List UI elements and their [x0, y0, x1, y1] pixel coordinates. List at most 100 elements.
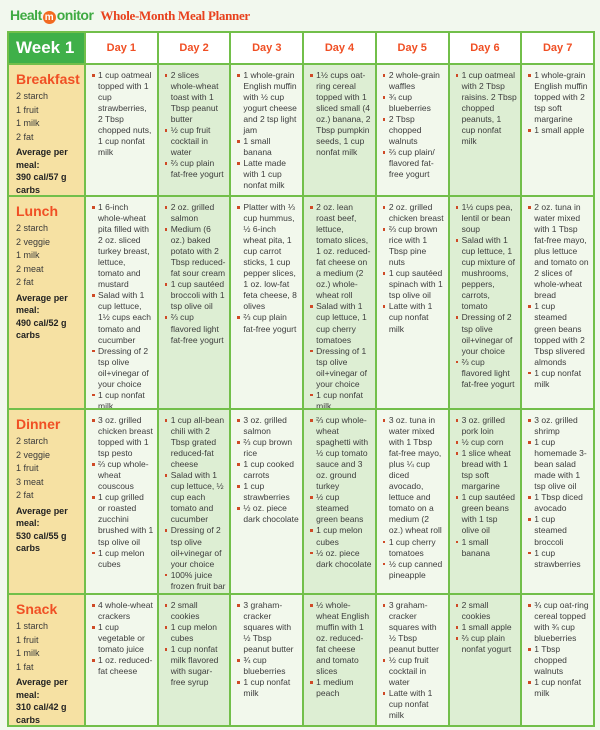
exchange-line: 1 milk [16, 118, 40, 128]
meal-item: 2 small cookies [164, 600, 227, 622]
meal-item: ⅔ cup whole-wheat spaghetti with ½ cup t… [309, 415, 372, 492]
exchange-line: 2 starch [16, 436, 49, 446]
meal-cell-dinner-day2: 1 cup all-bean chili with 2 Tbsp grated … [158, 410, 230, 593]
meal-item: ½ whole-wheat English muffin with 1 oz. … [309, 600, 372, 677]
meal-item: Latte with 1 cup nonfat milk [382, 301, 445, 334]
meal-item: Medium (6 oz.) baked potato with 2 Tbsp … [164, 224, 227, 279]
meal-label-lunch: Lunch 2 starch 2 veggie 1 milk 2 meat 2 fat Av… [9, 197, 84, 408]
week-label: Week 1 [9, 33, 84, 63]
exchange-line: 1 milk [16, 648, 40, 658]
exchange-line: 1 fruit [16, 634, 39, 645]
meal-item: 1 cup vegetable or tomato juice [91, 622, 154, 655]
meal-item-list: 3 graham-cracker squares with ½ Tbsp pea… [382, 600, 445, 722]
meal-cell-dinner-day5: 3 oz. tuna in water mixed with 1 Tbsp fa… [376, 410, 448, 593]
meal-item: 1 cup steamed broccoli [527, 514, 590, 547]
meal-name-breakfast: Breakfast [16, 71, 80, 87]
meal-item: ⅔ cup plain nonfat yogurt [455, 633, 518, 655]
meal-label-dinner: Dinner 2 starch 2 veggie 1 fruit 3 meat 2 fat… [9, 410, 84, 593]
average-per-meal-label: Average per meal: [16, 147, 68, 170]
meal-item: ⅔ cup brown rice [236, 437, 299, 459]
meal-item-list: 4 whole-wheat crackers 1 cup vegetable or… [91, 600, 154, 677]
meal-cell-breakfast-day2: 2 slices whole-wheat toast with 1 Tbsp p… [158, 65, 230, 195]
meal-item-list: 3 oz. tuna in water mixed with 1 Tbsp fa… [382, 415, 445, 581]
meal-cell-breakfast-day3: 1 whole-grain English muffin with ½ cup … [231, 65, 303, 195]
meal-item-list: 2 whole-grain waffles ¾ cup blueberries 2 … [382, 70, 445, 180]
meal-item: ½ cup fruit cocktail in water [164, 125, 227, 158]
meal-item-list: 3 oz. grilled pork loin ½ cup corn 1 slice… [455, 415, 518, 559]
average-per-meal-label: Average per meal: [16, 677, 68, 700]
exchange-line: 1 fat [16, 661, 34, 672]
meal-item: 2 oz. grilled chicken breast [382, 202, 445, 224]
meal-item-list: 2 small cookies 1 small apple ⅔ cup plain … [455, 600, 518, 655]
meal-item: 1 cup nonfat milk [91, 390, 154, 408]
meal-item: 3 graham-cracker squares with ½ Tbsp pea… [382, 600, 445, 655]
meal-item: 1½ cups oat-ring cereal topped with 1 sl… [309, 70, 372, 158]
meal-name-snack: Snack [16, 601, 58, 617]
exchange-line: 2 starch [16, 223, 49, 233]
meal-item: 3 oz. grilled pork loin [455, 415, 518, 437]
meal-item: ⅔ cup flavored light fat-free yogurt [455, 357, 518, 390]
meal-item: 3 oz. grilled shrimp [527, 415, 590, 437]
meal-item-list: 3 oz. grilled salmon ⅔ cup brown rice 1 cu… [236, 415, 299, 525]
meal-label-breakfast: Breakfast 2 starch 1 fruit 1 milk 2 fat Avera… [9, 65, 84, 195]
document-title: Whole-Month Meal Planner [100, 8, 250, 23]
meal-item: Dressing of 1 tsp olive oil+vinegar of y… [309, 346, 372, 390]
meal-item: ⅔ cup plain fat-free yogurt [236, 312, 299, 334]
meal-item: 1 cup grilled or roasted zucchini brushe… [91, 492, 154, 547]
meal-item: 1 cup sautéed spinach with 1 tsp olive o… [382, 268, 445, 301]
meal-item: 1 cup strawberries [236, 481, 299, 503]
meal-cell-lunch-day7: 2 oz. tuna in water mixed with 1 Tbsp fa… [522, 197, 593, 408]
meal-item-list: 3 oz. grilled shrimp 1 cup homemade 3-bea… [527, 415, 590, 570]
meal-item: 3 oz. grilled salmon [236, 415, 299, 437]
exchange-line: 1 fruit [16, 104, 39, 115]
meal-item-list: 1 whole-grain English muffin with ½ cup … [236, 70, 299, 192]
meal-item-list: 1 cup oatmeal topped with 1 cup strawber… [91, 70, 154, 158]
meal-item: 3 oz. grilled chicken breast topped with… [91, 415, 154, 459]
meal-item: 1 cup sautéed broccoli with 1 tsp olive … [164, 279, 227, 312]
meal-item-list: 2 oz. lean roast beef, lettuce, tomato s… [309, 202, 372, 408]
meal-item-list: 1 6-inch whole-wheat pita filled with 2 … [91, 202, 154, 408]
meal-item-list: 1½ cups oat-ring cereal topped with 1 sl… [309, 70, 372, 158]
meal-item: 1 cup strawberries [527, 548, 590, 570]
meal-cell-breakfast-day7: 1 whole-grain English muffin topped with… [522, 65, 593, 195]
meal-item: ⅔ cup plain fat-free yogurt [164, 158, 227, 180]
meal-cell-snack-day1: 4 whole-wheat crackers 1 cup vegetable or… [86, 595, 157, 725]
meal-item: ⅔ cup plain/ flavored fat-free yogurt [382, 147, 445, 180]
meal-item: Platter with ⅓ cup hummus, ½ 6-inch whea… [236, 202, 299, 312]
meal-item: Salad with 1 cup lettuce, 1½ cups each t… [91, 290, 154, 345]
day-header-2: Day 2 [158, 33, 230, 63]
meal-item: ⅔ cup whole-wheat couscous [91, 459, 154, 492]
meal-item: 1 cup nonfat milk [527, 368, 590, 390]
exchange-line: 3 meat [16, 476, 44, 487]
meal-item: 2 oz. lean roast beef, lettuce, tomato s… [309, 202, 372, 301]
meal-item: 1 cup cooked carrots [236, 459, 299, 481]
meal-item: 1 6-inch whole-wheat pita filled with 2 … [91, 202, 154, 290]
logo-text-right: onitor [56, 7, 94, 23]
meal-item: ½ oz. piece dark chocolate [309, 548, 372, 570]
meal-cell-dinner-day4: ⅔ cup whole-wheat spaghetti with ½ cup t… [304, 410, 375, 593]
average-per-meal-label: Average per meal: [16, 292, 68, 316]
meal-item: 3 oz. tuna in water mixed with 1 Tbsp fa… [382, 415, 445, 537]
meal-item: 1 Tbsp diced avocado [527, 492, 590, 514]
meal-cell-breakfast-day5: 2 whole-grain waffles ¾ cup blueberries 2 … [376, 65, 448, 195]
meal-item: 1 cup all-bean chili with 2 Tbsp grated … [164, 415, 227, 470]
meal-item: 1 Tbsp chopped walnuts [527, 644, 590, 677]
exchange-line: 1 fruit [16, 463, 39, 473]
meal-item: ½ cup steamed green beans [309, 492, 372, 525]
meal-item: 2 oz. grilled salmon [164, 202, 227, 224]
meal-cell-dinner-day3: 3 oz. grilled salmon ⅔ cup brown rice 1 cu… [231, 410, 303, 593]
meal-cell-lunch-day4: 2 oz. lean roast beef, lettuce, tomato s… [304, 197, 375, 408]
meal-item: 4 whole-wheat crackers [91, 600, 154, 622]
meal-cell-dinner-day6: 3 oz. grilled pork loin ½ cup corn 1 slice… [449, 410, 521, 593]
meal-item-list: Platter with ⅓ cup hummus, ½ 6-inch whea… [236, 202, 299, 335]
average-per-meal-value: 530 cal/55 g carbs [16, 530, 67, 554]
meal-name-dinner: Dinner [16, 416, 61, 432]
meal-item: 2 slices whole-wheat toast with 1 Tbsp p… [164, 70, 227, 125]
exchange-line: 1 starch [16, 621, 49, 631]
meal-cell-lunch-day5: 2 oz. grilled chicken breast ⅔ cup brown … [376, 197, 448, 408]
meal-cell-lunch-day2: 2 oz. grilled salmon Medium (6 oz.) baked… [158, 197, 230, 408]
meal-item: Latte with 1 cup nonfat milk [382, 688, 445, 721]
meal-item: Salad with 1 cup lettuce, ½ cup each tom… [164, 470, 227, 525]
meal-item: 1 small banana [455, 537, 518, 559]
exchange-line: 2 fat [16, 277, 34, 287]
